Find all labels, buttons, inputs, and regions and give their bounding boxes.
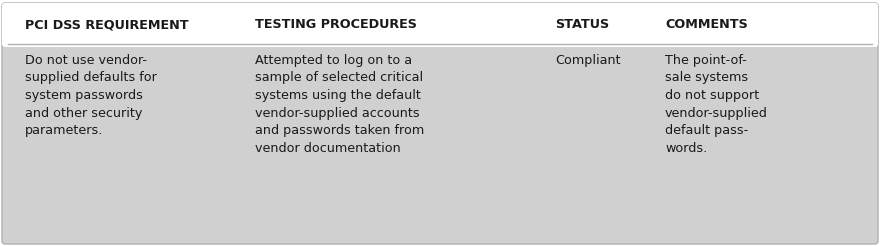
FancyBboxPatch shape: [2, 3, 878, 47]
Text: PCI DSS REQUIREMENT: PCI DSS REQUIREMENT: [25, 18, 189, 31]
FancyBboxPatch shape: [2, 3, 878, 244]
Text: The point-of-
sale systems
do not support
vendor-supplied
default pass-
words.: The point-of- sale systems do not suppor…: [665, 54, 768, 154]
Text: TESTING PROCEDURES: TESTING PROCEDURES: [255, 18, 417, 31]
Text: Do not use vendor-
supplied defaults for
system passwords
and other security
par: Do not use vendor- supplied defaults for…: [25, 54, 157, 137]
Bar: [8, 25, 872, 44]
Text: COMMENTS: COMMENTS: [665, 18, 748, 31]
Text: Compliant: Compliant: [555, 54, 620, 67]
Text: Attempted to log on to a
sample of selected critical
systems using the default
v: Attempted to log on to a sample of selec…: [255, 54, 425, 154]
Text: STATUS: STATUS: [555, 18, 609, 31]
